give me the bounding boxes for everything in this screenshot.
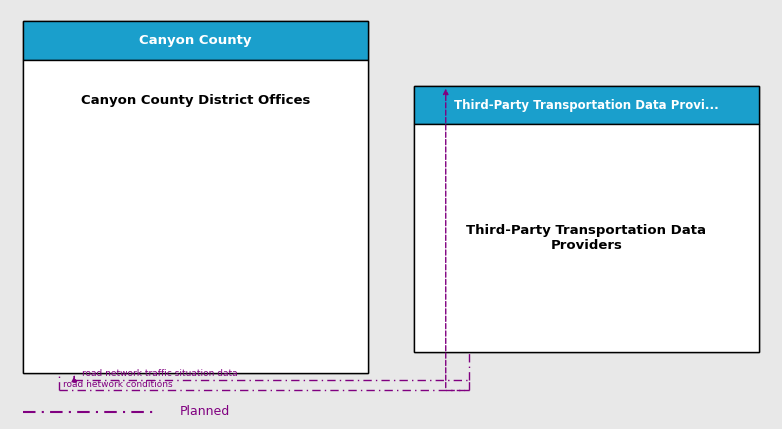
Bar xyxy=(23,60,368,373)
Text: Planned: Planned xyxy=(180,405,230,418)
Text: Third-Party Transportation Data Provi...: Third-Party Transportation Data Provi... xyxy=(454,99,719,112)
Text: Canyon County: Canyon County xyxy=(139,34,252,47)
Bar xyxy=(23,21,368,373)
Text: road network conditions: road network conditions xyxy=(63,380,172,389)
Bar xyxy=(414,86,759,352)
Text: Third-Party Transportation Data
Providers: Third-Party Transportation Data Provider… xyxy=(467,224,706,252)
Text: road network traffic situation data: road network traffic situation data xyxy=(82,369,238,378)
Bar xyxy=(414,86,759,124)
Bar xyxy=(23,21,368,60)
Bar xyxy=(414,124,759,352)
Text: Canyon County District Offices: Canyon County District Offices xyxy=(81,94,310,107)
